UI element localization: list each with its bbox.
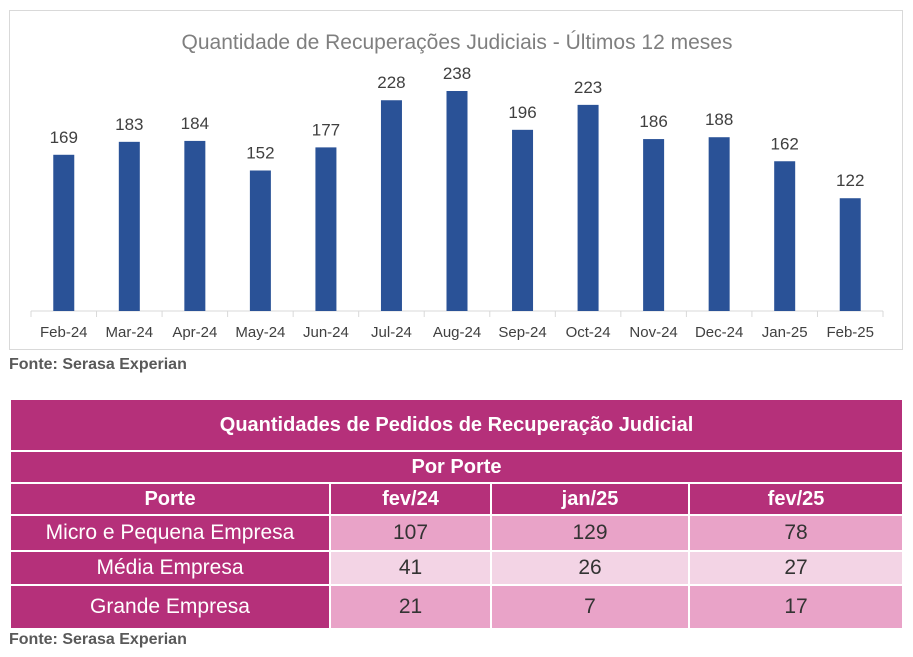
table-cell: 41 — [329, 550, 492, 586]
column-header-fev24: fev/24 — [329, 482, 492, 516]
column-header-porte: Porte — [9, 482, 331, 516]
bar — [315, 147, 337, 311]
table-cell: 7 — [490, 584, 690, 630]
table-row: Média Empresa 41 26 27 — [9, 550, 905, 586]
bar — [184, 140, 206, 311]
x-tick-label: Feb-24 — [40, 324, 88, 341]
data-label: 188 — [705, 110, 733, 129]
x-tick-label: Jul-24 — [371, 324, 412, 341]
data-label: 162 — [771, 134, 799, 153]
table-title: Quantidades de Pedidos de Recuperação Ju… — [8, 398, 905, 452]
chart-source-note: Fonte: Serasa Experian — [9, 356, 187, 373]
bar — [446, 91, 468, 311]
data-label: 122 — [836, 171, 864, 190]
table-cell: 107 — [329, 514, 492, 552]
bar — [774, 161, 796, 311]
row-label: Grande Empresa — [9, 584, 331, 630]
x-tick-label: Apr-24 — [172, 324, 217, 341]
data-label: 183 — [115, 115, 143, 134]
data-label: 196 — [508, 103, 536, 122]
bar — [512, 129, 534, 311]
table-subtitle: Por Porte — [8, 450, 905, 484]
bar — [839, 198, 861, 311]
table-cell: 129 — [490, 514, 690, 552]
table-cell: 78 — [687, 514, 905, 552]
column-header-fev25: fev/25 — [687, 482, 905, 516]
data-label: 169 — [50, 128, 78, 147]
data-label: 177 — [312, 120, 340, 139]
table-cell: 26 — [490, 550, 690, 586]
porte-table: Quantidades de Pedidos de Recuperação Ju… — [8, 398, 905, 630]
row-label: Média Empresa — [9, 550, 331, 586]
x-tick-label: Sep-24 — [498, 324, 546, 341]
bar — [577, 104, 599, 312]
bar — [53, 154, 75, 311]
x-tick-label: May-24 — [235, 324, 285, 341]
data-label: 228 — [377, 73, 405, 92]
data-label: 152 — [246, 143, 274, 162]
bar — [249, 170, 271, 311]
table-cell: 27 — [687, 550, 905, 586]
chart-container: Quantidade de Recuperações Judiciais - Ú… — [9, 10, 903, 350]
x-tick-label: Feb-25 — [826, 324, 874, 341]
column-header-jan25: jan/25 — [490, 482, 690, 516]
table-row: Grande Empresa 21 7 17 — [9, 584, 905, 630]
bar — [380, 100, 402, 311]
row-label: Micro e Pequena Empresa — [9, 514, 331, 552]
bar — [643, 139, 665, 311]
x-tick-label: Aug-24 — [433, 324, 481, 341]
bar-chart: Quantidade de Recuperações Judiciais - Ú… — [30, 31, 884, 341]
data-label: 184 — [181, 114, 209, 133]
data-label: 186 — [639, 112, 667, 131]
x-tick-label: Jun-24 — [303, 324, 349, 341]
x-tick-label: Jan-25 — [762, 324, 808, 341]
chart-title: Quantidade de Recuperações Judiciais - Ú… — [182, 31, 733, 54]
table-source-note: Fonte: Serasa Experian — [9, 631, 187, 648]
x-tick-label: Mar-24 — [106, 324, 154, 341]
data-label: 223 — [574, 78, 602, 97]
table-cell: 21 — [329, 584, 492, 630]
x-tick-label: Nov-24 — [629, 324, 677, 341]
x-tick-label: Dec-24 — [695, 324, 743, 341]
bar — [708, 137, 730, 311]
table-cell: 17 — [687, 584, 905, 630]
x-tick-label: Oct-24 — [566, 324, 611, 341]
bar — [118, 141, 140, 311]
table-row: Micro e Pequena Empresa 107 129 78 — [9, 514, 905, 552]
data-label: 238 — [443, 64, 471, 83]
